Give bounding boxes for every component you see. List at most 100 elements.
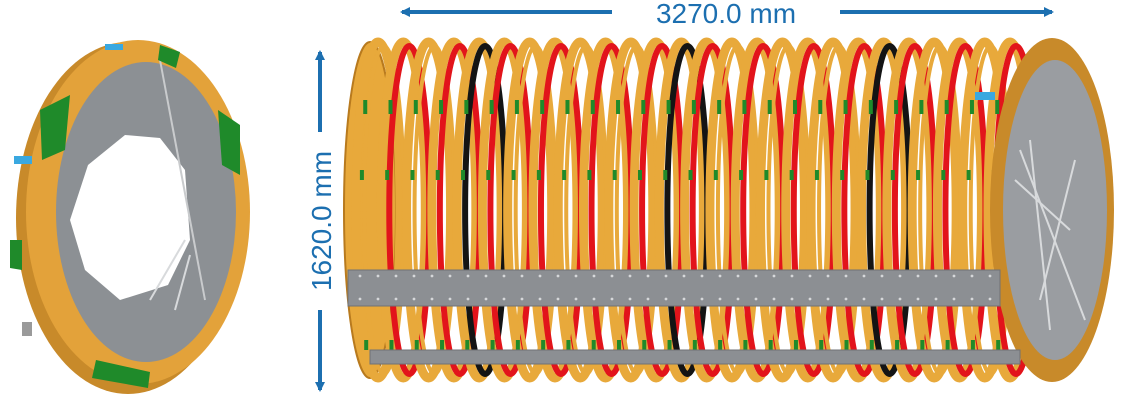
rivet xyxy=(592,297,596,301)
rivet xyxy=(790,297,794,301)
rivet xyxy=(664,297,668,301)
readout-board xyxy=(641,100,646,114)
ring-frame xyxy=(376,37,430,383)
rivet xyxy=(754,297,758,301)
readout-board xyxy=(666,100,671,114)
ring-frame xyxy=(806,37,860,383)
rivet xyxy=(358,297,362,301)
support-rails xyxy=(347,269,1021,365)
rivet xyxy=(772,274,776,278)
end-ring-lug xyxy=(22,322,32,336)
ring-frame xyxy=(730,37,784,383)
readout-board xyxy=(439,100,444,114)
rivet xyxy=(646,297,650,301)
ring-frame xyxy=(680,37,734,383)
rivet xyxy=(466,297,470,301)
end-ring-board xyxy=(158,45,180,68)
end-ring-view xyxy=(10,40,250,394)
rivet xyxy=(736,274,740,278)
readout-board xyxy=(688,170,693,180)
dimension-vertical: 1620.0 mm xyxy=(306,50,337,392)
readout-board xyxy=(414,340,419,350)
readout-board xyxy=(717,100,722,114)
rivet xyxy=(844,297,848,301)
readout-board xyxy=(869,340,874,350)
readout-board xyxy=(890,170,895,180)
rivet xyxy=(934,274,938,278)
ring-frame xyxy=(755,37,809,383)
readout-board xyxy=(916,170,921,180)
readout-board xyxy=(440,340,445,350)
readout-board xyxy=(667,340,672,350)
readout-board xyxy=(663,170,668,180)
rivet xyxy=(556,274,560,278)
readout-board xyxy=(464,100,469,114)
ring-frame xyxy=(705,37,759,383)
cylinder-assembly xyxy=(343,37,1114,383)
ring-frame xyxy=(932,37,986,383)
readout-board xyxy=(767,100,772,114)
front-end-ring xyxy=(975,38,1114,382)
readout-board xyxy=(739,170,744,180)
rivet xyxy=(934,297,938,301)
rivet xyxy=(448,297,452,301)
rivet xyxy=(898,274,902,278)
rivet xyxy=(430,274,434,278)
rivet xyxy=(898,297,902,301)
readout-board xyxy=(868,100,873,114)
rivet xyxy=(880,297,884,301)
readout-board xyxy=(359,170,364,180)
readout-board xyxy=(385,170,390,180)
ring-frame xyxy=(477,37,531,383)
readout-board xyxy=(814,170,819,180)
end-ring-board xyxy=(92,360,150,388)
rivet xyxy=(682,297,686,301)
readout-board xyxy=(920,340,925,350)
front-ring-rod xyxy=(1014,179,1071,231)
readout-board xyxy=(894,100,899,114)
readout-board xyxy=(642,340,647,350)
rivet xyxy=(502,274,506,278)
readout-board xyxy=(389,340,394,350)
rivet xyxy=(808,274,812,278)
readout-board xyxy=(966,170,971,180)
upper-support-rail xyxy=(347,269,1001,307)
readout-board xyxy=(941,170,946,180)
rivet xyxy=(646,274,650,278)
rivet xyxy=(556,297,560,301)
readout-board xyxy=(819,340,824,350)
readout-board xyxy=(489,100,494,114)
readout-board xyxy=(844,340,849,350)
readout-board xyxy=(616,340,621,350)
readout-board xyxy=(969,100,974,114)
readout-board xyxy=(616,100,621,114)
readout-board xyxy=(587,170,592,180)
end-ring-rod xyxy=(149,239,186,301)
ring-frame xyxy=(402,37,456,383)
rivet xyxy=(610,297,614,301)
readout-board xyxy=(895,340,900,350)
rivet xyxy=(358,274,362,278)
readout-board xyxy=(612,170,617,180)
readout-board xyxy=(995,100,1000,114)
rivet xyxy=(574,297,578,301)
rivet xyxy=(700,297,704,301)
end-ring-aperture xyxy=(70,135,190,300)
rivet xyxy=(988,297,992,301)
lower-support-rail xyxy=(369,349,1021,365)
rivet xyxy=(592,274,596,278)
rivet xyxy=(736,297,740,301)
readout-board xyxy=(996,340,1001,350)
readout-board xyxy=(970,340,975,350)
readout-board xyxy=(364,340,369,350)
rivet xyxy=(412,297,416,301)
ring-frame xyxy=(427,37,481,383)
rivet xyxy=(376,274,380,278)
rivet xyxy=(862,274,866,278)
readout-board xyxy=(461,170,466,180)
rivet xyxy=(664,274,668,278)
readout-board xyxy=(818,100,823,114)
rivet xyxy=(502,297,506,301)
ring-frame xyxy=(781,37,835,383)
readout-board xyxy=(465,340,470,350)
